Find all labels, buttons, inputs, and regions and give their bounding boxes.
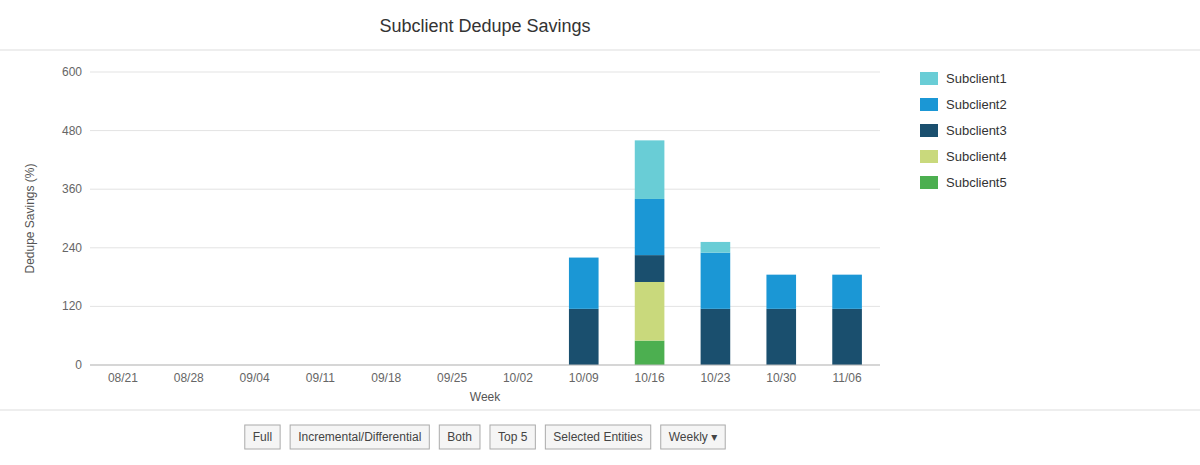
control-label: Full bbox=[253, 430, 272, 444]
control-label: Both bbox=[447, 430, 472, 444]
bar-segment bbox=[701, 242, 731, 253]
x-axis-label: Week bbox=[470, 390, 501, 404]
bar-segment bbox=[766, 309, 796, 365]
bar-segment bbox=[635, 140, 665, 199]
grid-line bbox=[90, 365, 880, 366]
control: Top 5 bbox=[490, 425, 535, 449]
grid bbox=[90, 72, 880, 365]
control-box bbox=[661, 425, 725, 449]
x-tick-label: 09/11 bbox=[306, 371, 335, 385]
control-box bbox=[245, 425, 280, 449]
bar-segment bbox=[569, 309, 599, 365]
y-tick-label: 480 bbox=[62, 124, 82, 138]
x-axis: 08/21 08/28 09/04 09/11 09/18 09/25 10/02 10/09… bbox=[108, 371, 862, 385]
x-tick-label: 09/25 bbox=[437, 371, 467, 385]
x-axis-line bbox=[90, 365, 880, 366]
bar-segment bbox=[832, 274, 862, 275]
bar-segment bbox=[701, 253, 731, 309]
bar-segment bbox=[635, 282, 665, 341]
legend: Subclient1 Subclient2 Subclient3 Subclient4… bbox=[920, 71, 1007, 190]
x-tick-label: 10/23 bbox=[700, 371, 730, 385]
bar-segment bbox=[635, 255, 665, 282]
legend-swatch bbox=[920, 72, 938, 85]
grid-line bbox=[90, 306, 880, 307]
bar-segment bbox=[569, 257, 599, 258]
bar-segment bbox=[635, 199, 665, 255]
x-tick-label: 11/06 bbox=[833, 371, 862, 385]
legend-label: Subclient1 bbox=[946, 71, 1007, 86]
control-label: Top 5 bbox=[498, 430, 528, 444]
x-tick-label: 10/09 bbox=[569, 371, 599, 385]
footer-separator bbox=[0, 410, 1200, 411]
x-tick-label: 10/02 bbox=[503, 371, 533, 385]
series-bars bbox=[635, 140, 730, 252]
legend-swatch bbox=[920, 150, 938, 163]
legend-label: Subclient5 bbox=[946, 175, 1007, 190]
x-tick-label: 10/16 bbox=[635, 371, 665, 385]
y-tick-label: 600 bbox=[62, 65, 82, 79]
footer-controls: Full Incremental/Differential Both Top 5 Sel… bbox=[245, 425, 725, 449]
bar-segment bbox=[635, 341, 665, 365]
y-tick-label: 120 bbox=[62, 299, 82, 313]
control: Full bbox=[245, 425, 280, 449]
legend-label: Subclient4 bbox=[946, 149, 1007, 164]
y-axis-label: Dedupe Savings (%) bbox=[23, 163, 37, 273]
y-tick-label: 360 bbox=[62, 182, 82, 196]
bar-segment bbox=[832, 309, 862, 365]
x-tick-label: 10/30 bbox=[766, 371, 796, 385]
x-tick-label: 09/04 bbox=[240, 371, 270, 385]
bar-segment bbox=[569, 258, 599, 309]
x-tick-label: 08/21 bbox=[108, 371, 138, 385]
chart: Subclient Dedupe Savings 0 120 240 360 480 600… bbox=[0, 0, 1200, 465]
control-box bbox=[490, 425, 535, 449]
bars bbox=[569, 140, 862, 365]
control-label: Selected Entities bbox=[553, 430, 642, 444]
control-label: Incremental/Differential bbox=[298, 430, 421, 444]
control: Incremental/Differential bbox=[290, 425, 429, 449]
control: Both bbox=[439, 425, 480, 449]
legend-swatch bbox=[920, 124, 938, 137]
control: Weekly ▾ bbox=[661, 425, 725, 449]
grid-line bbox=[90, 247, 880, 248]
series-bars bbox=[569, 199, 862, 309]
series-bars bbox=[635, 282, 665, 341]
control-label: Weekly ▾ bbox=[669, 430, 717, 444]
bar-segment bbox=[766, 275, 796, 309]
title-separator bbox=[0, 50, 1200, 51]
y-tick-label: 240 bbox=[62, 241, 82, 255]
x-tick-label: 09/18 bbox=[371, 371, 401, 385]
y-axis: 0 120 240 360 480 600 bbox=[62, 65, 82, 372]
x-tick-label: 08/28 bbox=[174, 371, 204, 385]
control: Selected Entities bbox=[545, 425, 650, 449]
bar-segment bbox=[701, 309, 731, 365]
legend-swatch bbox=[920, 98, 938, 111]
grid-line bbox=[90, 189, 880, 190]
series-bars bbox=[635, 341, 665, 365]
grid-line bbox=[90, 72, 880, 73]
title: Subclient Dedupe Savings bbox=[379, 16, 590, 36]
control-box bbox=[439, 425, 480, 449]
control-box bbox=[545, 425, 650, 449]
control-box bbox=[290, 425, 429, 449]
legend-label: Subclient2 bbox=[946, 97, 1007, 112]
legend-label: Subclient3 bbox=[946, 123, 1007, 138]
grid-line bbox=[90, 130, 880, 131]
legend-swatch bbox=[920, 176, 938, 189]
y-tick-label: 0 bbox=[75, 358, 82, 372]
bar-segment bbox=[766, 274, 796, 275]
bar-segment bbox=[832, 275, 862, 309]
